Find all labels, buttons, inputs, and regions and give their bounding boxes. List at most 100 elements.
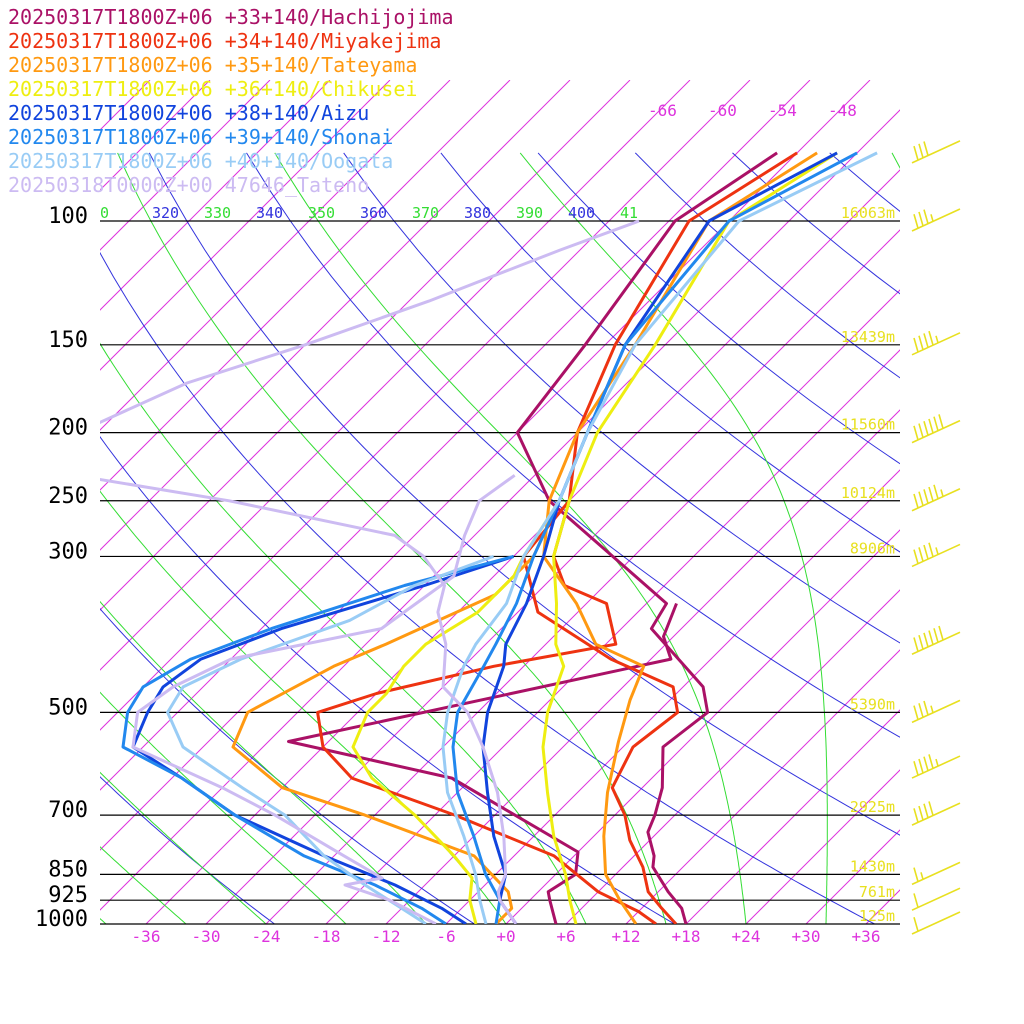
legend-entry: 20250317T1800Z+06 +34+140/Miyakejima (8, 29, 442, 53)
theta-label: 0 (100, 204, 109, 222)
legend-entry: 20250317T1800Z+06 +40+140/Oogata (8, 149, 394, 173)
sounding-line (451, 151, 858, 924)
dry-adiabat-line (537, 152, 900, 465)
wind-barb-half (930, 705, 934, 713)
x-tick-label: +24 (732, 927, 761, 946)
height-label: 125m (859, 907, 895, 925)
wind-barb (911, 484, 961, 512)
pressure-label: 500 (48, 695, 88, 720)
wind-barb (911, 861, 961, 886)
wind-barb (911, 887, 961, 911)
moist-adiabat-line (100, 691, 347, 924)
dry-adiabat-line (634, 152, 900, 379)
isotherm-line (385, 409, 900, 924)
height-label: 1430m (850, 857, 895, 875)
wind-barb-flag (938, 625, 944, 641)
dry-adiabat-line (100, 436, 675, 924)
upper-isotherm-label: -54 (768, 101, 797, 120)
x-tick-label: -30 (192, 927, 221, 946)
wind-barb-flag (928, 330, 934, 346)
wind-barb-flag (928, 754, 934, 769)
height-label: 13439m (841, 328, 895, 346)
moist-adiabat-line (117, 152, 667, 924)
theta-label: 400 (568, 204, 595, 222)
wind-barb-flag (918, 703, 924, 718)
x-tick-label: -36 (132, 927, 161, 946)
wind-barb-shaft (911, 140, 961, 164)
theta-label: 340 (256, 204, 283, 222)
wind-barb-flag (928, 630, 934, 645)
pressure-label: 700 (48, 798, 88, 823)
wind-barb-flag (913, 214, 919, 229)
upper-isotherm-label: -66 (648, 101, 677, 120)
pressure-label: 925 (48, 883, 88, 908)
isotherm-line (205, 229, 900, 924)
theta-label: 380 (464, 204, 491, 222)
wind-barb (911, 208, 961, 232)
moist-adiabat-grid (100, 152, 900, 924)
wind-barb-flag (923, 209, 929, 224)
wind-barb-half (920, 872, 924, 880)
wind-barb-flag (918, 491, 924, 506)
theta-label: 330 (204, 204, 231, 222)
x-tick-label: -18 (312, 927, 341, 946)
wind-barb (911, 542, 961, 568)
wind-barb (911, 625, 961, 655)
wind-barbs (911, 140, 961, 935)
height-label: 2925m (850, 798, 895, 816)
wind-barb-flag (913, 637, 919, 652)
legend-entry: 20250317T1800Z+06 +33+140/Hachijojima (8, 5, 454, 29)
theta-label: 41 (620, 204, 638, 222)
wind-barb-half (935, 547, 939, 555)
height-label: 10124m (841, 484, 895, 502)
legend-entry: 20250317T1800Z+06 +38+140/Aizu (8, 101, 370, 125)
isotherm-line (745, 769, 900, 924)
wind-barb-flag (913, 917, 919, 932)
moist-adiabat-line (100, 600, 427, 924)
wind-barb (911, 330, 961, 356)
isotherm-line (0, 80, 30, 924)
pressure-label: 850 (48, 857, 88, 882)
wind-barb-flag (928, 486, 934, 502)
wind-barb-shaft (911, 887, 961, 911)
moist-adiabat-line (100, 771, 267, 924)
height-label: 8906m (850, 539, 895, 557)
isotherm-line (505, 529, 900, 924)
wind-barb-shaft (911, 802, 961, 826)
moist-adiabat-line (519, 152, 828, 924)
sounding-line (542, 151, 818, 924)
isotherm-line (265, 289, 900, 924)
dry-adiabat-line (148, 152, 900, 836)
wind-barb-flag (913, 705, 919, 720)
dry-adiabat-line (246, 152, 900, 738)
wind-barb-flag (918, 547, 924, 562)
upper-isotherm-label: -60 (708, 101, 737, 120)
wind-barb-shaft (911, 911, 961, 935)
legend-entry: 20250317T1800Z+06 +36+140/Chikusei (8, 77, 418, 101)
x-tick-label: -24 (252, 927, 281, 946)
wind-barb-flag (923, 544, 929, 560)
wind-barb-flag (913, 867, 919, 882)
wind-barb-flag (923, 141, 929, 156)
sounding-line (522, 151, 798, 924)
wind-barb-flag (928, 801, 934, 816)
isotherm-line (805, 829, 900, 924)
height-label: 11560m (841, 416, 895, 434)
sounding-line (316, 500, 657, 924)
wind-barb-flag (918, 758, 924, 774)
wind-barb-flag (923, 489, 929, 504)
sounding-line (441, 151, 878, 924)
sounding-line (100, 219, 640, 924)
x-tick-label: +18 (672, 927, 701, 946)
wind-barb-flag (933, 416, 939, 431)
pressure-label: 100 (48, 204, 88, 229)
wind-barb-flag (918, 211, 924, 227)
wind-barb-flag (923, 632, 929, 648)
sounding-line (515, 151, 778, 924)
sounding-line (131, 474, 516, 924)
wind-barb-flag (933, 628, 939, 643)
wind-barb-flag (918, 143, 924, 159)
wind-barb (911, 911, 961, 935)
